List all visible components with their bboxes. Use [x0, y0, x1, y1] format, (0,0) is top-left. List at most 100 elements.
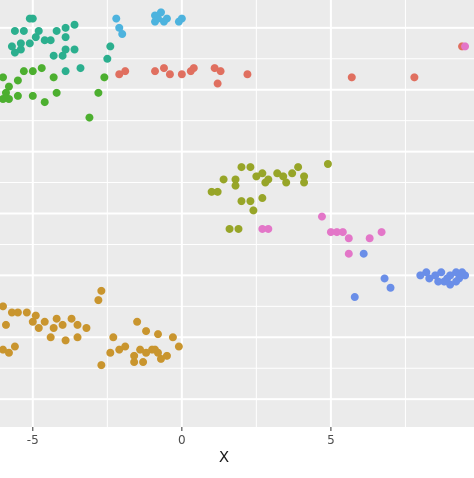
data-point: [61, 23, 70, 32]
data-point: [237, 163, 246, 172]
data-point: [106, 348, 115, 357]
data-point: [359, 249, 368, 258]
data-point: [288, 169, 297, 178]
x-tick-label: 0: [178, 433, 186, 447]
major-gridlines: [0, 0, 474, 427]
data-point: [437, 268, 446, 277]
data-point: [40, 98, 49, 107]
data-point: [28, 91, 37, 100]
data-point: [46, 333, 55, 342]
data-point: [94, 88, 103, 97]
data-point: [4, 82, 13, 91]
data-point: [34, 323, 43, 332]
data-point: [225, 224, 234, 233]
data-point: [73, 320, 82, 329]
data-point: [243, 70, 252, 79]
data-point: [4, 95, 13, 104]
data-point: [159, 64, 168, 73]
x-axis: -5 0 5: [27, 427, 335, 447]
data-point: [213, 79, 222, 88]
data-point: [16, 45, 25, 54]
data-point: [317, 212, 326, 221]
data-point: [380, 274, 389, 283]
data-point: [10, 26, 19, 35]
data-point: [282, 178, 291, 187]
data-point: [61, 336, 70, 345]
data-point: [416, 271, 425, 280]
data-point: [264, 175, 273, 184]
data-point: [118, 30, 127, 39]
data-point: [210, 64, 219, 73]
data-point: [112, 14, 121, 23]
data-point: [377, 228, 386, 237]
data-point: [461, 42, 470, 51]
data-point: [70, 20, 79, 29]
data-point: [452, 277, 461, 286]
data-point: [231, 181, 240, 190]
data-point: [19, 67, 28, 76]
data-point: [249, 206, 258, 215]
data-point: [52, 26, 61, 35]
data-point: [0, 73, 7, 82]
data-point: [174, 342, 183, 351]
data-point: [461, 271, 470, 280]
data-point: [0, 95, 7, 104]
data-point: [13, 91, 22, 100]
data-point: [31, 33, 40, 42]
data-point: [109, 333, 118, 342]
data-point: [58, 320, 67, 329]
data-point: [344, 234, 353, 243]
data-point: [410, 73, 419, 82]
data-point: [273, 169, 282, 178]
data-point: [452, 268, 461, 277]
data-point: [142, 348, 151, 357]
data-point: [246, 163, 255, 172]
data-point: [219, 175, 228, 184]
data-point: [258, 169, 267, 178]
data-point: [100, 73, 109, 82]
data-point: [82, 323, 91, 332]
data-point: [37, 64, 46, 73]
data-point: [103, 54, 112, 63]
data-point: [1, 320, 10, 329]
data-point: [237, 197, 246, 206]
data-point: [151, 345, 160, 354]
data-point: [136, 345, 145, 354]
data-point: [156, 354, 165, 363]
data-point: [58, 51, 67, 60]
data-point: [0, 302, 7, 311]
data-point: [142, 327, 151, 336]
data-point: [4, 348, 13, 357]
x-tick-label: -5: [27, 433, 39, 447]
data-point: [252, 172, 261, 181]
data-point: [154, 330, 162, 339]
data-point: [133, 317, 142, 326]
data-point: [323, 159, 332, 168]
data-point: [264, 224, 273, 233]
data-point: [10, 48, 19, 57]
data-point: [431, 271, 440, 280]
data-point: [121, 67, 130, 76]
data-point: [151, 67, 160, 76]
x-tick-label: 5: [327, 433, 335, 447]
data-point: [177, 14, 186, 23]
data-point: [168, 333, 177, 342]
data-point: [106, 42, 115, 51]
data-point: [151, 17, 160, 26]
data-point: [338, 228, 347, 237]
data-point: [130, 351, 139, 360]
data-point: [73, 333, 82, 342]
data-point: [67, 314, 76, 323]
data-point: [97, 286, 106, 295]
data-point: [49, 73, 58, 82]
data-point: [7, 308, 16, 317]
data-point: [40, 36, 49, 45]
data-point: [28, 317, 37, 326]
data-point: [258, 224, 267, 233]
data-point: [294, 163, 303, 172]
x-axis-label: X: [219, 448, 229, 466]
data-point: [40, 317, 49, 326]
data-point: [19, 26, 28, 35]
data-point: [61, 67, 70, 76]
